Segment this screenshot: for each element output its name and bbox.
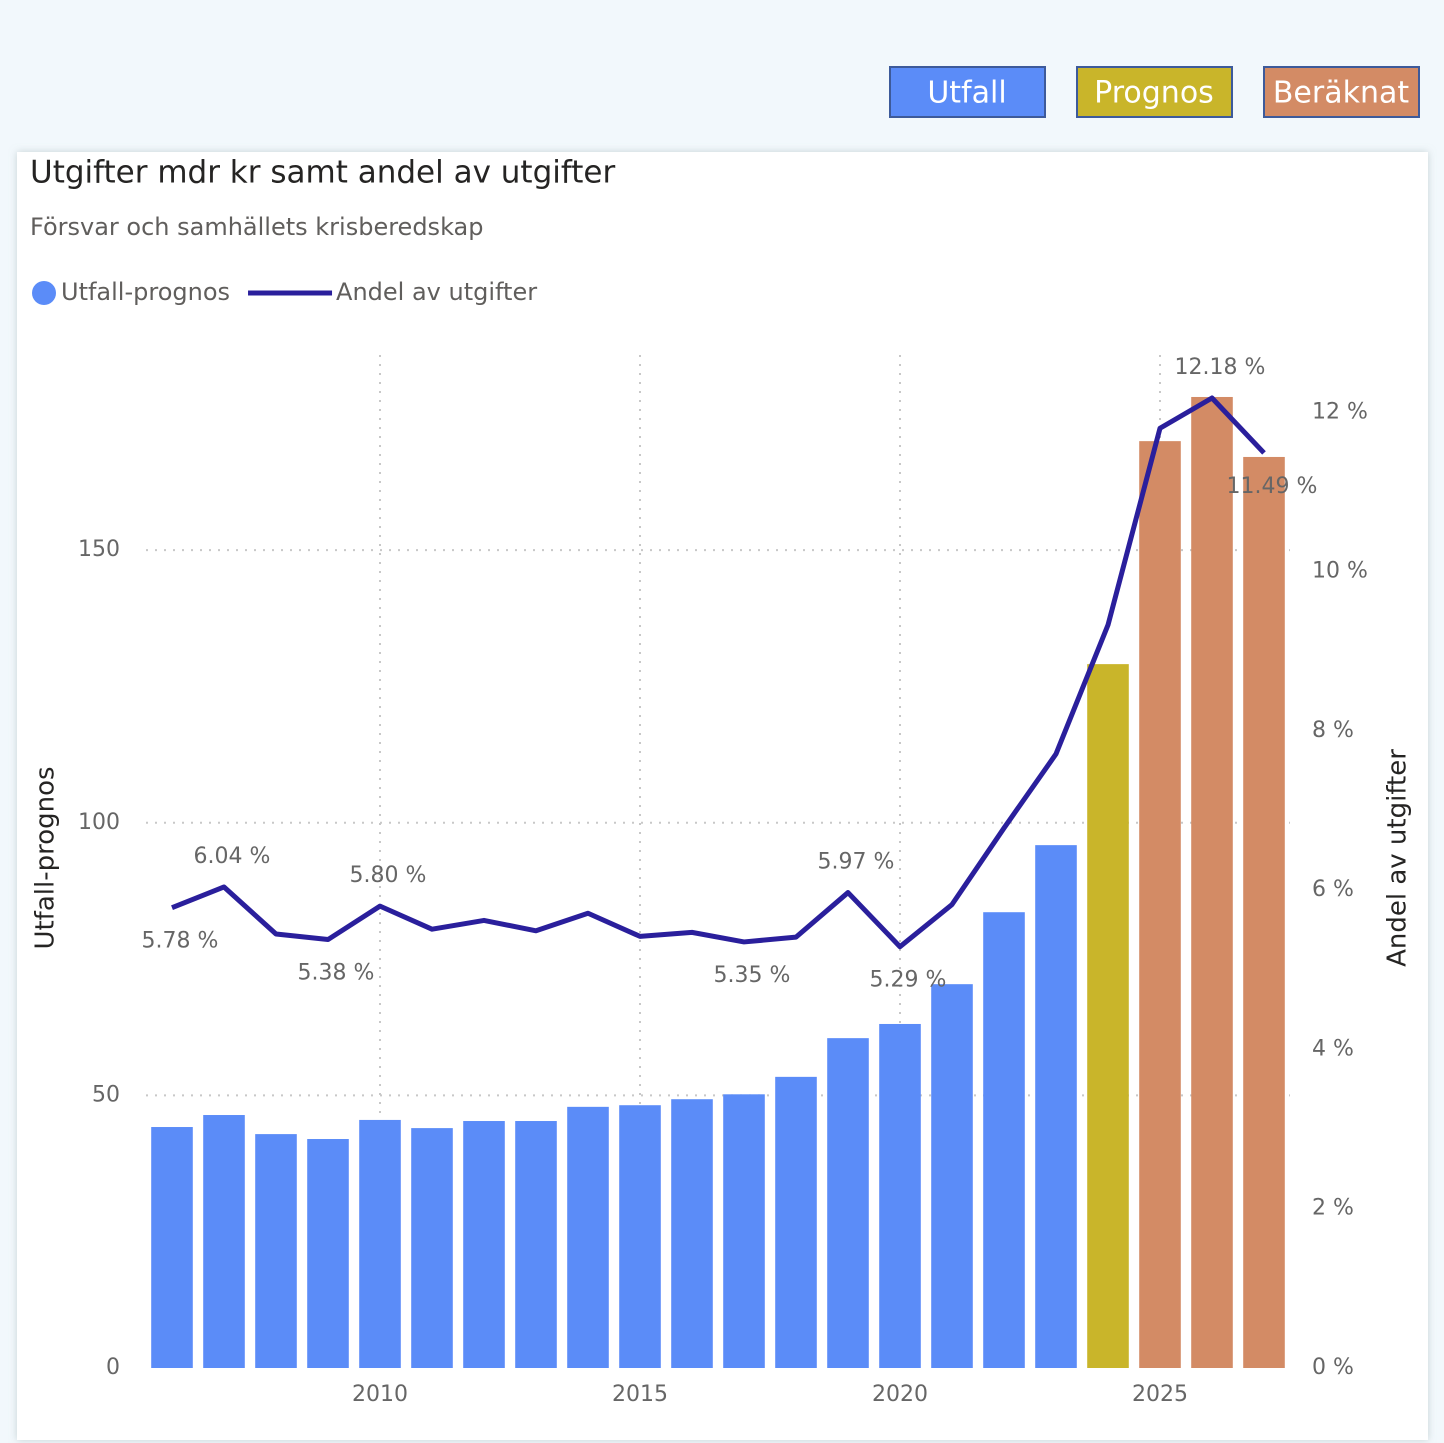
bar [775, 1076, 817, 1368]
data-label: 5.29 % [870, 968, 947, 993]
y2-tick-label: 8 % [1312, 718, 1354, 743]
bar [1139, 441, 1181, 1368]
y2-tick-label: 0 % [1312, 1355, 1354, 1380]
bar [567, 1106, 609, 1368]
x-tick-label: 2010 [352, 1382, 408, 1407]
x-tick-label: 2015 [612, 1382, 668, 1407]
legend-label: Utfall-prognos [61, 278, 230, 306]
bar [411, 1128, 453, 1368]
line [171, 395, 1266, 950]
y2-tick-label: 12 % [1312, 399, 1368, 424]
filter-button[interactable] [1263, 66, 1420, 118]
y-tick-label: 50 [92, 1082, 120, 1107]
y2-tick-label: 10 % [1312, 559, 1368, 584]
data-label: 5.35 % [714, 963, 791, 988]
y-axis-title: Utfall-prognos [31, 766, 61, 949]
data-label: 11.49 % [1227, 474, 1318, 499]
bar [1243, 456, 1285, 1369]
x-tick-label: 2020 [872, 1382, 928, 1407]
y2-tick-label: 4 % [1312, 1036, 1354, 1061]
bar [151, 1127, 193, 1368]
bar [1087, 664, 1129, 1368]
y-tick-label: 150 [78, 537, 120, 562]
y2-tick-label: 2 % [1312, 1196, 1354, 1221]
bar [1035, 845, 1077, 1368]
data-label: 5.97 % [818, 850, 895, 875]
bar [619, 1105, 661, 1368]
bar [515, 1121, 557, 1368]
bar [463, 1121, 505, 1368]
bar [983, 912, 1025, 1368]
bar [255, 1134, 297, 1368]
bar [827, 1038, 869, 1368]
bar [723, 1094, 765, 1368]
chart-subtitle: Försvar och samhällets krisberedskap [30, 213, 483, 241]
y-tick-label: 0 [106, 1355, 120, 1380]
filter-button-label[interactable]: Beräknat [1273, 76, 1410, 111]
data-label: 5.80 % [350, 863, 427, 888]
bar [203, 1115, 245, 1368]
filter-button[interactable] [889, 66, 1046, 118]
bar [307, 1139, 349, 1368]
y2-axis-title: Andel av utgifter [1383, 749, 1413, 967]
filter-button[interactable] [1076, 66, 1233, 118]
data-label: 5.38 % [298, 961, 375, 986]
bar [1191, 396, 1233, 1368]
filter-button-label[interactable]: Prognos [1094, 76, 1214, 111]
y2-tick-label: 6 % [1312, 877, 1354, 902]
data-label: 12.18 % [1175, 355, 1266, 380]
bar [359, 1119, 401, 1368]
filter-button-label[interactable]: Utfall [927, 76, 1006, 111]
y-tick-label: 100 [78, 810, 120, 835]
data-label: 5.78 % [142, 929, 219, 954]
bar [879, 1023, 921, 1368]
x-tick-label: 2025 [1132, 1382, 1188, 1407]
legend-label: Andel av utgifter [336, 278, 537, 306]
data-label: 6.04 % [194, 844, 271, 869]
chart-title: Utgifter mdr kr samt andel av utgifter [30, 155, 615, 191]
bar [931, 984, 973, 1368]
bar [671, 1099, 713, 1368]
legend-marker [32, 281, 56, 305]
